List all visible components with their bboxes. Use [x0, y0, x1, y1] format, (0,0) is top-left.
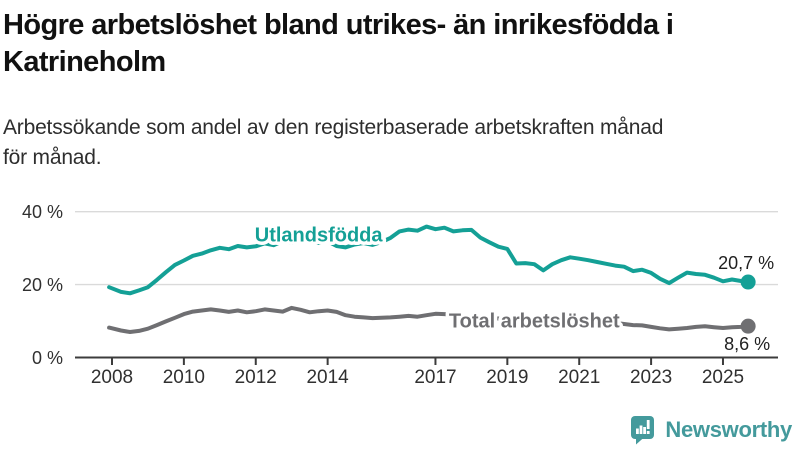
x-tick-label: 2025 — [702, 367, 744, 388]
chart-subtitle: Arbetssökande som andel av den registerb… — [3, 116, 664, 169]
bar-icon — [636, 428, 640, 434]
bar-icon — [640, 425, 643, 434]
y-tick-label: 20 % — [22, 275, 63, 295]
series-end-value-label: 8,6 % — [724, 334, 770, 354]
speech-bubble-bar-chart-icon — [631, 416, 655, 445]
exclamation-icon — [647, 431, 651, 434]
exclamation-icon — [647, 420, 651, 429]
x-tick-label: 2023 — [630, 367, 672, 388]
series-line-utlandsfodda — [107, 224, 751, 296]
series-end-value-label: 20,7 % — [718, 253, 774, 273]
series-label-utlandsfodda: Utlandsfödda — [255, 225, 384, 247]
x-tick-label: 2012 — [235, 367, 277, 388]
newsworthy-logo[interactable]: Newsworthy — [630, 415, 792, 445]
chart-title: Högre arbetslöshet bland utrikes- än inr… — [3, 9, 674, 78]
x-tick-label: 2019 — [486, 367, 528, 388]
series-line-total — [107, 305, 751, 334]
series-end-dot — [740, 318, 756, 334]
x-tick-label: 2014 — [306, 367, 349, 388]
x-tick-label: 2008 — [91, 367, 133, 388]
series-end-dot — [740, 274, 756, 290]
x-tick-label: 2021 — [558, 367, 600, 388]
x-tick-label: 2017 — [414, 367, 456, 388]
y-tick-label: 0 % — [32, 348, 63, 368]
series-label-total: Total arbetslöshet — [449, 311, 620, 333]
y-tick-label: 40 % — [22, 202, 63, 222]
bar-icon — [643, 427, 647, 434]
x-tick-label: 2010 — [163, 367, 205, 388]
newsworthy-logo-text: Newsworthy — [665, 417, 792, 442]
